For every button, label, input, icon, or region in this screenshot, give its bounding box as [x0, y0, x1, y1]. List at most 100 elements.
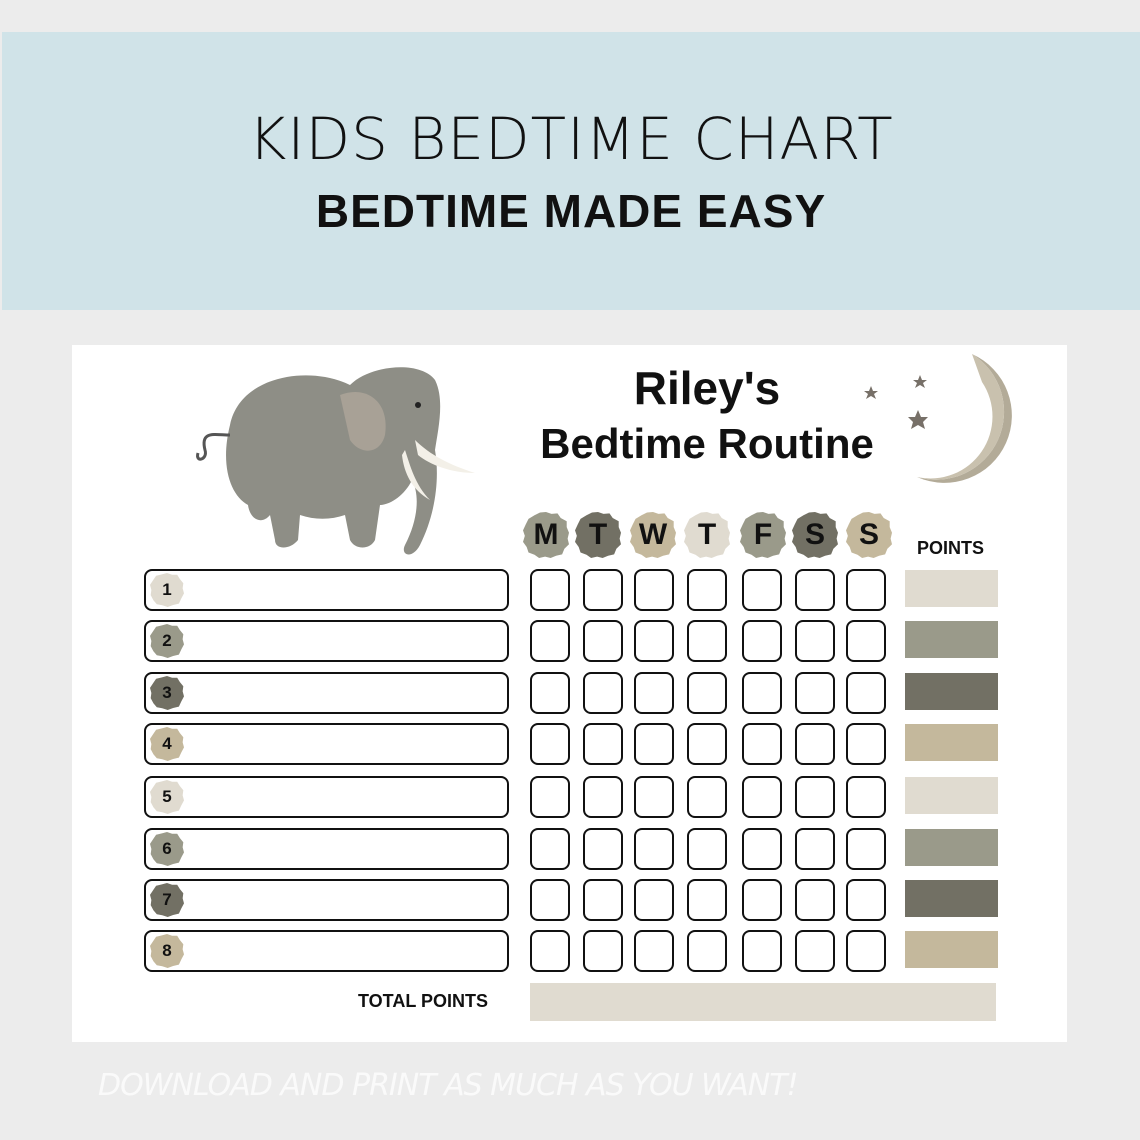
day-checkbox[interactable] — [795, 723, 835, 765]
task-number-badge: 7 — [150, 883, 184, 917]
day-checkbox[interactable] — [634, 723, 674, 765]
day-badge: W — [630, 512, 676, 558]
day-checkbox[interactable] — [583, 569, 623, 611]
day-checkbox[interactable] — [530, 776, 570, 818]
points-field[interactable] — [905, 621, 998, 658]
task-field[interactable]: 2 — [144, 620, 509, 662]
day-checkbox[interactable] — [846, 879, 886, 921]
day-badge: S — [846, 512, 892, 558]
day-checkbox[interactable] — [795, 620, 835, 662]
day-checkbox[interactable] — [583, 620, 623, 662]
task-field[interactable]: 4 — [144, 723, 509, 765]
day-checkbox[interactable] — [687, 723, 727, 765]
day-checkbox[interactable] — [583, 828, 623, 870]
crescent-moon-icon — [917, 354, 1012, 483]
page-subtitle: BEDTIME MADE EASY — [315, 185, 827, 237]
task-number-badge: 4 — [150, 727, 184, 761]
elephant-icon — [196, 367, 475, 555]
chart-heading: Riley's Bedtime Routine — [512, 360, 902, 472]
day-checkbox[interactable] — [583, 776, 623, 818]
points-field[interactable] — [905, 673, 998, 710]
day-checkbox[interactable] — [530, 930, 570, 972]
task-field[interactable]: 5 — [144, 776, 509, 818]
day-checkbox[interactable] — [742, 930, 782, 972]
day-badge: M — [523, 512, 569, 558]
day-checkbox[interactable] — [583, 672, 623, 714]
day-checkbox[interactable] — [687, 879, 727, 921]
day-checkbox[interactable] — [634, 569, 674, 611]
page-title: KIDS BEDTIME CHART — [248, 105, 894, 173]
day-checkbox[interactable] — [742, 723, 782, 765]
day-checkbox[interactable] — [687, 776, 727, 818]
day-checkbox[interactable] — [634, 672, 674, 714]
day-badge: T — [575, 512, 621, 558]
day-checkbox[interactable] — [846, 776, 886, 818]
day-checkbox[interactable] — [742, 776, 782, 818]
points-field[interactable] — [905, 931, 998, 968]
day-checkbox[interactable] — [742, 569, 782, 611]
day-checkbox[interactable] — [742, 672, 782, 714]
total-points-label: TOTAL POINTS — [358, 991, 489, 1011]
task-field[interactable]: 1 — [144, 569, 509, 611]
points-header: POINTS — [917, 538, 985, 558]
day-checkbox[interactable] — [846, 672, 886, 714]
task-number-badge: 8 — [150, 934, 184, 968]
day-checkbox[interactable] — [634, 620, 674, 662]
stars-icon — [864, 375, 928, 429]
day-checkbox[interactable] — [795, 828, 835, 870]
task-number-badge: 1 — [150, 573, 184, 607]
child-name: Riley's — [633, 362, 781, 414]
day-checkbox[interactable] — [530, 672, 570, 714]
day-checkbox[interactable] — [530, 569, 570, 611]
points-field[interactable] — [905, 880, 998, 917]
day-checkbox[interactable] — [583, 930, 623, 972]
day-checkbox[interactable] — [742, 620, 782, 662]
day-checkbox[interactable] — [742, 879, 782, 921]
day-badge: S — [792, 512, 838, 558]
day-checkbox[interactable] — [795, 569, 835, 611]
header-band: KIDS BEDTIME CHART BEDTIME MADE EASY — [2, 32, 1140, 310]
points-field[interactable] — [905, 570, 998, 607]
day-checkbox[interactable] — [742, 828, 782, 870]
task-field[interactable]: 8 — [144, 930, 509, 972]
total-points-field[interactable] — [530, 983, 996, 1021]
day-checkbox[interactable] — [530, 879, 570, 921]
day-checkbox[interactable] — [530, 620, 570, 662]
day-checkbox[interactable] — [846, 620, 886, 662]
task-number-badge: 6 — [150, 832, 184, 866]
day-checkbox[interactable] — [530, 828, 570, 870]
day-checkbox[interactable] — [846, 569, 886, 611]
day-checkbox[interactable] — [687, 672, 727, 714]
watermark-text: DOWNLOAD AND PRINT AS MUCH AS YOU WANT! — [98, 1068, 799, 1103]
day-checkbox[interactable] — [583, 723, 623, 765]
task-number-badge: 5 — [150, 780, 184, 814]
day-badge: F — [740, 512, 786, 558]
task-number-badge: 3 — [150, 676, 184, 710]
day-checkbox[interactable] — [687, 828, 727, 870]
day-checkbox[interactable] — [687, 930, 727, 972]
points-field[interactable] — [905, 829, 998, 866]
day-checkbox[interactable] — [846, 828, 886, 870]
day-checkbox[interactable] — [795, 776, 835, 818]
day-checkbox[interactable] — [634, 828, 674, 870]
day-checkbox[interactable] — [846, 930, 886, 972]
task-field[interactable]: 6 — [144, 828, 509, 870]
day-checkbox[interactable] — [634, 879, 674, 921]
task-field[interactable]: 7 — [144, 879, 509, 921]
points-field[interactable] — [905, 777, 998, 814]
day-checkbox[interactable] — [795, 672, 835, 714]
routine-title: Bedtime Routine — [540, 420, 874, 467]
day-badge: T — [684, 512, 730, 558]
day-checkbox[interactable] — [583, 879, 623, 921]
task-field[interactable]: 3 — [144, 672, 509, 714]
day-checkbox[interactable] — [795, 879, 835, 921]
day-checkbox[interactable] — [634, 930, 674, 972]
day-checkbox[interactable] — [530, 723, 570, 765]
day-checkbox[interactable] — [687, 620, 727, 662]
points-field[interactable] — [905, 724, 998, 761]
task-number-badge: 2 — [150, 624, 184, 658]
day-checkbox[interactable] — [795, 930, 835, 972]
day-checkbox[interactable] — [846, 723, 886, 765]
day-checkbox[interactable] — [634, 776, 674, 818]
day-checkbox[interactable] — [687, 569, 727, 611]
